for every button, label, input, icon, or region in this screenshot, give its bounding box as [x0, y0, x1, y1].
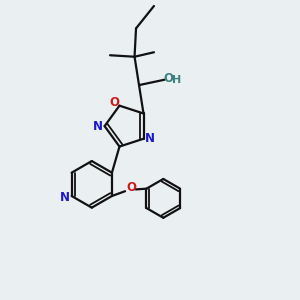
Text: O: O [109, 96, 119, 109]
Text: H: H [172, 75, 182, 85]
Text: O: O [163, 72, 173, 85]
Text: N: N [60, 191, 70, 204]
Text: N: N [93, 120, 103, 133]
Text: O: O [126, 181, 136, 194]
Text: N: N [145, 132, 155, 145]
